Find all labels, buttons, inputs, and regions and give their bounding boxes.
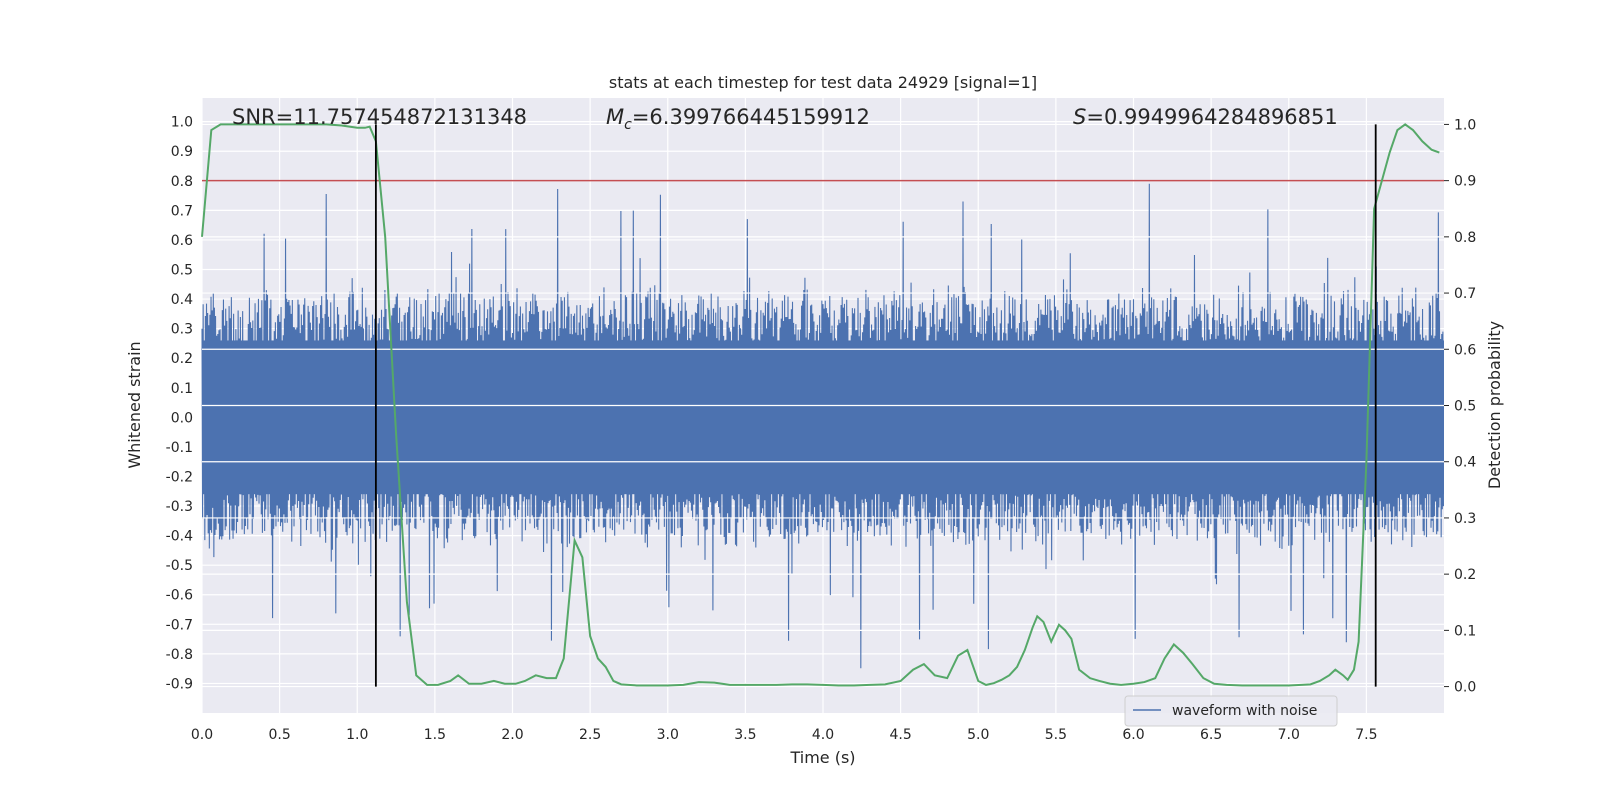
y-tick-label: -0.7 bbox=[166, 617, 193, 633]
x-axis-label: Time (s) bbox=[789, 748, 855, 767]
y-tick-label: -0.1 bbox=[166, 440, 193, 456]
mc-symbol: M bbox=[606, 105, 624, 129]
y2-tick-label: 0.2 bbox=[1454, 567, 1476, 583]
y-tick-label: -0.2 bbox=[166, 469, 193, 485]
probability-series bbox=[201, 123, 1444, 687]
legend-label-waveform: waveform with noise bbox=[1172, 703, 1317, 719]
y2-tick-label: 1.0 bbox=[1454, 117, 1476, 133]
x-tick-label: 6.0 bbox=[1122, 727, 1144, 743]
y-tick-label: -0.8 bbox=[166, 647, 193, 663]
y-tick-label: 0.2 bbox=[171, 351, 193, 367]
mc-subscript: c bbox=[624, 117, 632, 133]
x-tick-label: 1.5 bbox=[424, 727, 446, 743]
y-tick-label: 0.5 bbox=[171, 262, 193, 278]
y-tick-label: 0.8 bbox=[171, 174, 193, 190]
y-tick-label: 0.3 bbox=[171, 322, 193, 338]
y-tick-label: 0.6 bbox=[171, 233, 193, 249]
waveform-core-band bbox=[202, 340, 1444, 495]
y2-tick-label: 0.9 bbox=[1454, 174, 1476, 190]
x-tick-label: 1.0 bbox=[346, 727, 368, 743]
s-value: =0.9949964284896851 bbox=[1086, 105, 1337, 129]
x-tick-label: 5.5 bbox=[1045, 727, 1067, 743]
waveform-series bbox=[201, 183, 1444, 669]
x-tick-label: 0.0 bbox=[191, 727, 213, 743]
tick-labels: 0.0 0.5 1.0 1.5 2.0 2.5 3.0 3.5 4.0 4.5 5.0 5.5 6.0 6… bbox=[166, 115, 1477, 743]
x-tick-label: 6.5 bbox=[1200, 727, 1222, 743]
y-tick-label: 0.0 bbox=[171, 410, 193, 426]
y2-tick-label: 0.4 bbox=[1454, 455, 1476, 471]
y-tick-label: 1.0 bbox=[171, 115, 193, 131]
snr-annotation: SNR=11.757454872131348 bbox=[232, 105, 527, 129]
legend: waveform with noise bbox=[1124, 695, 1338, 727]
x-tick-label: 7.0 bbox=[1278, 727, 1300, 743]
y-tick-label: -0.3 bbox=[166, 499, 193, 515]
vertical-markers bbox=[374, 124, 1377, 687]
x-tick-label: 2.5 bbox=[579, 727, 601, 743]
y-tick-label: -0.6 bbox=[166, 588, 193, 604]
y-axis-label: Whitened strain bbox=[125, 341, 144, 468]
y-tick-label: 0.9 bbox=[171, 144, 193, 160]
y2-tick-label: 0.1 bbox=[1454, 623, 1476, 639]
x-tick-label: 5.0 bbox=[967, 727, 989, 743]
y2-tick-label: 0.5 bbox=[1454, 399, 1476, 415]
y-tick-label: 0.7 bbox=[171, 203, 193, 219]
legend-box bbox=[1124, 695, 1338, 727]
mc-value: =6.399766445159912 bbox=[632, 105, 870, 129]
y2-tick-label: 0.7 bbox=[1454, 286, 1476, 302]
y2-axis-label: Detection probability bbox=[1485, 321, 1504, 489]
x-tick-label: 4.5 bbox=[889, 727, 911, 743]
y-tick-label: -0.4 bbox=[166, 529, 193, 545]
y-tick-label: 0.1 bbox=[171, 381, 193, 397]
s-annotation: S=0.9949964284896851 bbox=[1073, 105, 1338, 129]
y2-tick-label: 0.3 bbox=[1454, 511, 1476, 527]
y2-tick-label: 0.6 bbox=[1454, 342, 1476, 358]
y-tick-label: -0.9 bbox=[166, 676, 193, 692]
x-tick-label: 3.5 bbox=[734, 727, 756, 743]
x-tick-label: 7.5 bbox=[1355, 727, 1377, 743]
y-tick-label: 0.4 bbox=[171, 292, 193, 308]
y2-tick-label: 0.0 bbox=[1454, 680, 1476, 696]
x-tick-label: 2.0 bbox=[501, 727, 523, 743]
y2-tick-label: 0.8 bbox=[1454, 230, 1476, 246]
s-symbol: S bbox=[1073, 105, 1086, 129]
chart-title: stats at each timestep for test data 249… bbox=[609, 73, 1037, 92]
detection-probability-line bbox=[201, 123, 1440, 687]
x-tick-label: 3.0 bbox=[657, 727, 679, 743]
mc-annotation: Mc=6.399766445159912 bbox=[606, 105, 870, 133]
y-tick-label: -0.5 bbox=[166, 558, 193, 574]
x-tick-label: 4.0 bbox=[812, 727, 834, 743]
x-tick-label: 0.5 bbox=[268, 727, 290, 743]
